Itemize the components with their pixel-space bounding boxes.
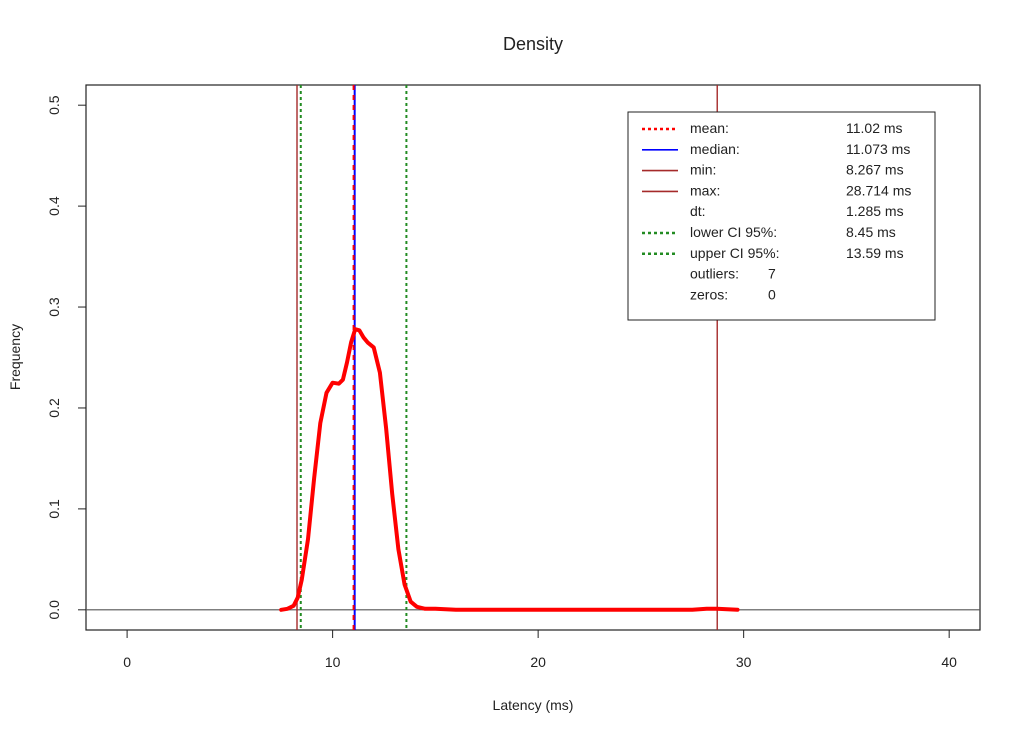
legend-value: 28.714 ms	[846, 182, 911, 198]
y-tick-label: 0.2	[46, 398, 62, 418]
y-tick-label: 0.4	[46, 196, 62, 216]
y-tick-label: 0.1	[46, 499, 62, 519]
y-tick-label: 0.3	[46, 297, 62, 317]
legend-value: 7	[768, 266, 776, 282]
x-tick-label: 0	[123, 654, 131, 670]
x-axis-ticks: 0 10 20 30 40	[123, 630, 957, 670]
legend-value: 11.02 ms	[846, 120, 903, 136]
legend: mean: 11.02 ms median: 11.073 ms min: 8.267 m…	[627, 111, 936, 321]
legend-label: upper CI 95%:	[690, 245, 780, 261]
x-tick-label: 40	[941, 654, 957, 670]
density-curve	[279, 327, 740, 612]
legend-box	[627, 111, 936, 321]
legend-label: zeros:	[690, 286, 728, 302]
legend-value: 8.267 ms	[846, 162, 904, 178]
legend-value: 8.45 ms	[846, 224, 896, 240]
legend-label: min:	[690, 162, 716, 178]
legend-value: 11.073 ms	[846, 141, 910, 157]
legend-label: dt:	[690, 203, 706, 219]
legend-label: max:	[690, 182, 720, 198]
legend-label: mean:	[690, 120, 729, 136]
legend-value: 0	[768, 286, 776, 302]
y-axis-label: Frequency	[7, 324, 23, 390]
chart-title: Density	[503, 34, 563, 54]
legend-label: lower CI 95%:	[690, 224, 777, 240]
plot-frame	[85, 84, 981, 631]
legend-label: outliers:	[690, 266, 739, 282]
y-tick-label: 0.0	[46, 600, 62, 620]
y-tick-label: 0.5	[46, 95, 62, 115]
legend-label: median:	[690, 141, 740, 157]
x-tick-label: 30	[736, 654, 752, 670]
x-tick-label: 20	[530, 654, 546, 670]
x-axis-label: Latency (ms)	[493, 697, 574, 713]
legend-value: 13.59 ms	[846, 245, 904, 261]
x-tick-label: 10	[325, 654, 341, 670]
plot-area	[86, 85, 980, 630]
legend-value: 1.285 ms	[846, 203, 904, 219]
y-axis-ticks: 0.0 0.1 0.2 0.3 0.4 0.5	[46, 95, 86, 620]
